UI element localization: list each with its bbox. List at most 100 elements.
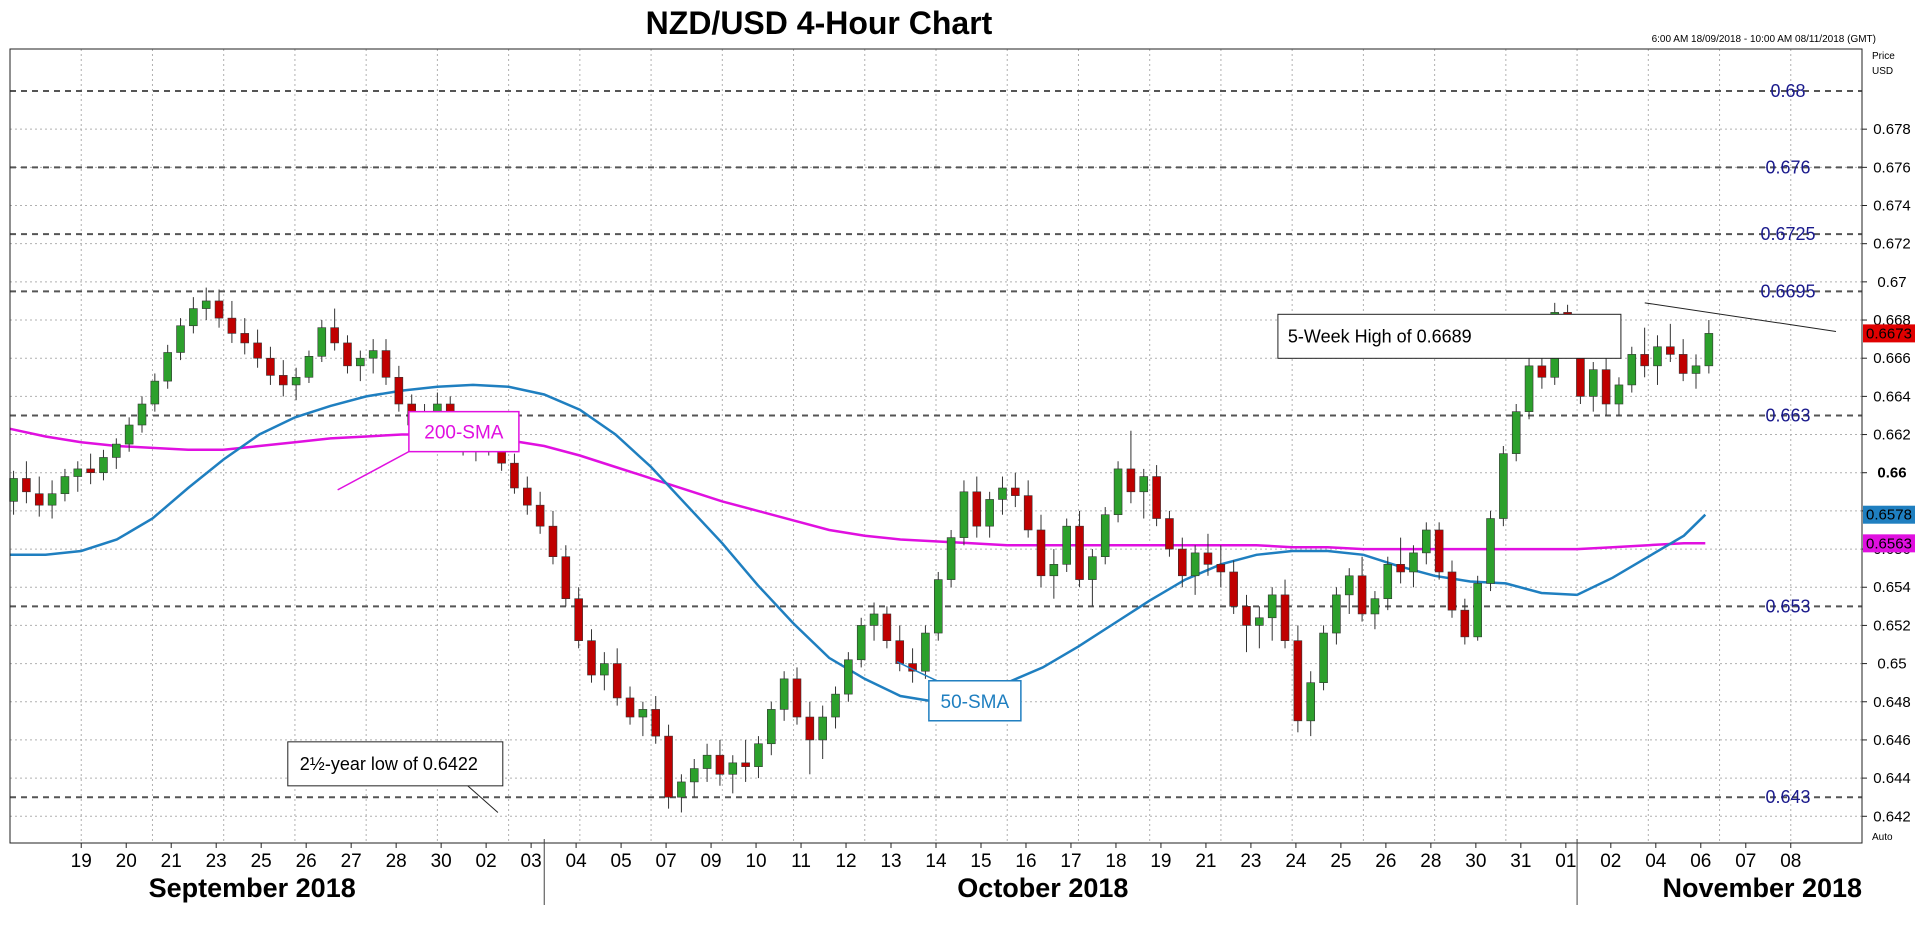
candle-body (921, 632, 930, 672)
candle-body (1537, 365, 1547, 378)
sma50-price-flag-bg (1863, 505, 1915, 524)
candle-body (201, 300, 211, 309)
x-tick-label: 05 (611, 851, 632, 872)
candle-body (368, 350, 378, 359)
candle-body (1332, 594, 1341, 634)
candle-body (1216, 564, 1226, 573)
level-label: 0.6725 (1760, 224, 1815, 244)
candle-body (638, 709, 648, 718)
auto-scale-label[interactable]: Auto (1872, 832, 1893, 843)
x-tick-label: 26 (296, 851, 317, 872)
chart-title: NZD/USD 4-Hour Chart (646, 5, 993, 41)
x-tick-label: 28 (386, 851, 407, 872)
x-tick-label: 21 (161, 851, 182, 872)
candle-body (728, 762, 738, 775)
x-tick-label: 20 (116, 851, 137, 872)
y-tick-label: 0.65 (1877, 656, 1906, 673)
candle-body (176, 325, 185, 353)
low-annotation-text: 2½-year low of 0.6422 (300, 754, 478, 774)
x-tick-label: 02 (476, 851, 497, 872)
candle-body (1370, 598, 1380, 615)
y-tick-label: 0.678 (1873, 121, 1911, 138)
candle-body (818, 716, 827, 741)
candle-body (985, 499, 994, 527)
x-tick-label: 16 (1015, 851, 1036, 872)
y-tick-label: 0.642 (1873, 808, 1911, 825)
level-label: 0.663 (1765, 405, 1810, 425)
candle-body (1139, 476, 1149, 493)
sma200-label-box (408, 410, 520, 453)
candle-body (587, 640, 596, 676)
candle-body (1229, 571, 1238, 607)
sma200-label: 200-SMA (424, 423, 504, 444)
candle-body (266, 357, 275, 376)
low-annotation-box (287, 741, 504, 787)
candle-body (317, 327, 327, 357)
candle-body (1704, 333, 1714, 367)
candle-body (535, 504, 545, 527)
candle-body (86, 468, 95, 474)
candle-body (291, 376, 301, 386)
candle-body (998, 487, 1007, 500)
x-tick-label: 10 (745, 851, 766, 872)
x-tick-label: 19 (71, 851, 92, 872)
level-label: 0.6695 (1760, 281, 1815, 301)
candle-body (1357, 575, 1367, 615)
current-price-flag: 0.6673 (1866, 325, 1912, 342)
candle-body (1524, 365, 1534, 412)
level-label: 0.676 (1765, 157, 1810, 177)
x-tick-label: 17 (1060, 851, 1081, 872)
candle-body (60, 476, 70, 495)
y-axis: 0.6420.6440.6460.6480.650.6520.6540.6560… (1862, 121, 1915, 825)
candle-body (869, 613, 879, 626)
candle-body (1023, 495, 1033, 531)
candle-body (1499, 453, 1508, 519)
level-label: 0.68 (1770, 81, 1805, 101)
candle-body (394, 376, 404, 405)
annotations: 5-Week High of 0.6689 2½-year low of 0.64… (287, 302, 1837, 813)
y-tick-label: 0.644 (1873, 770, 1911, 787)
level-label: 0.653 (1765, 596, 1810, 616)
y-tick-label: 0.652 (1873, 617, 1911, 634)
candle-body (1614, 384, 1624, 405)
y-tick-label: 0.674 (1873, 198, 1911, 215)
candle-body (163, 352, 172, 382)
x-tick-label: 14 (925, 851, 947, 872)
level-lines: 0.68 0.676 0.6725 0.6695 0.663 0.653 0.643 (10, 81, 1862, 807)
candle-body (1242, 606, 1251, 626)
candle-body (1640, 354, 1649, 367)
x-tick-label: 02 (1600, 851, 1621, 872)
candle-body (882, 613, 892, 641)
candle-body (548, 525, 558, 558)
sma50-label-box (928, 680, 1022, 722)
candle-body (972, 491, 982, 527)
x-tick-label: 28 (1420, 851, 1441, 872)
candle-body (47, 493, 57, 506)
x-tick-label: 07 (656, 851, 677, 872)
candle-body (1691, 365, 1701, 374)
x-tick-label: 27 (341, 851, 362, 872)
candle-body (664, 735, 673, 798)
candle-body (856, 625, 866, 661)
x-axis: 19 20 21 23 25 26 27 28 30 02 03 04 05 07 09 10 11 12 13 14… (71, 843, 1862, 903)
month-label: September 2018 (149, 873, 356, 903)
y-tick-label: 0.67 (1877, 274, 1906, 291)
sma200-pointer-line (337, 450, 410, 491)
sma200-price-flag: 0.6563 (1866, 535, 1912, 552)
x-tick-label: 19 (1150, 851, 1171, 872)
x-tick-label: 26 (1375, 851, 1396, 872)
axis-header-currency: USD (1872, 66, 1893, 77)
candle-body (1075, 525, 1084, 580)
candle-body (9, 478, 18, 502)
candle-body (1126, 468, 1136, 493)
x-tick-label: 18 (1105, 851, 1126, 872)
candle-body (715, 754, 725, 775)
y-tick-label: 0.664 (1873, 388, 1911, 405)
candle-body (1460, 609, 1470, 638)
candle-body (1627, 354, 1637, 386)
candle-body (779, 678, 789, 710)
x-tick-label: 21 (1195, 851, 1216, 872)
candle-body (1409, 552, 1418, 573)
